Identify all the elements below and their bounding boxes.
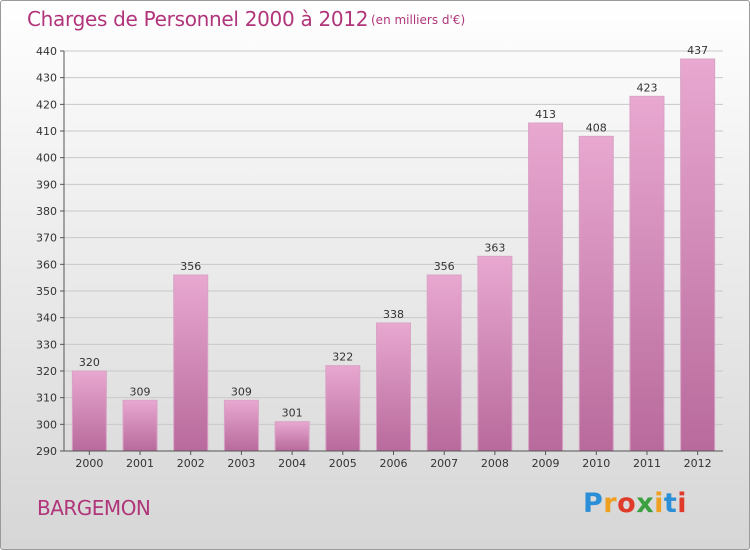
bar	[680, 58, 716, 452]
y-tick-label: 300	[36, 418, 57, 431]
bar	[274, 421, 310, 452]
x-tick-label: 2012	[684, 457, 712, 470]
y-tick-label: 320	[36, 365, 57, 378]
y-tick-label: 310	[36, 392, 57, 405]
data-label: 356	[434, 260, 455, 273]
x-tick-label: 2011	[633, 457, 661, 470]
data-label: 437	[687, 44, 708, 57]
x-tick-label: 2003	[227, 457, 255, 470]
y-tick-label: 360	[36, 258, 57, 271]
logo-letter: i	[654, 488, 664, 519]
bar	[426, 274, 462, 452]
bar	[629, 95, 665, 452]
data-label: 309	[231, 385, 252, 398]
bars	[71, 58, 716, 452]
x-tick-label: 2000	[75, 457, 103, 470]
data-label: 320	[79, 356, 100, 369]
data-label: 408	[586, 121, 607, 134]
bar	[122, 399, 158, 452]
logo-letter: x	[636, 488, 655, 519]
chart-title: Charges de Personnel 2000 à 2012	[27, 7, 369, 31]
commune-name: BARGEMON	[37, 496, 151, 520]
data-label: 338	[383, 308, 404, 321]
bar	[528, 122, 564, 452]
logo-letter: i	[677, 488, 688, 519]
y-tick-label: 390	[36, 178, 57, 191]
x-tick-label: 2004	[278, 457, 306, 470]
y-tick-label: 370	[36, 232, 57, 245]
y-tick-label: 410	[36, 125, 57, 138]
bar	[71, 370, 107, 452]
bar	[477, 255, 513, 452]
data-labels: 320 309 356 309 301 322 338 356 363 413 408 423 437	[79, 44, 708, 420]
x-tick-label: 2005	[329, 457, 357, 470]
logo-letter: t	[663, 488, 678, 519]
data-label: 322	[332, 351, 353, 364]
x-tick-label: 2001	[126, 457, 154, 470]
y-tick-label: 290	[36, 445, 57, 458]
data-label: 356	[180, 260, 201, 273]
y-tick-label: 400	[36, 152, 57, 165]
y-tick-label: 330	[36, 338, 57, 351]
bar	[376, 322, 411, 452]
bar	[223, 399, 259, 452]
y-tick-label: 380	[36, 205, 57, 218]
logo-letter: P	[583, 488, 604, 519]
bar	[173, 274, 209, 452]
data-label: 301	[282, 407, 303, 420]
proxiti-logo: Proxiti	[583, 488, 687, 519]
data-label: 309	[130, 385, 151, 398]
x-tick-label: 2009	[532, 457, 560, 470]
y-tick-label: 440	[36, 45, 57, 58]
x-tick-label: 2007	[430, 457, 458, 470]
axes: 290 300 310 320 330 340 350 360 370 380 390 400 410 4…	[36, 45, 723, 470]
bar	[578, 135, 614, 452]
logo-letter: o	[617, 488, 637, 519]
x-tick-label: 2008	[481, 457, 509, 470]
y-tick-label: 430	[36, 72, 57, 85]
y-tick-label: 350	[36, 285, 57, 298]
chart-subtitle: (en milliers d'€)	[371, 13, 466, 27]
x-tick-label: 2010	[582, 457, 610, 470]
data-label: 363	[484, 241, 505, 254]
y-tick-label: 340	[36, 312, 57, 325]
data-label: 413	[535, 108, 556, 121]
bar	[325, 365, 361, 452]
x-tick-label: 2002	[177, 457, 205, 470]
y-tick-label: 420	[36, 98, 57, 111]
data-label: 423	[636, 81, 657, 94]
logo-letter: r	[603, 488, 618, 519]
x-tick-label: 2006	[380, 457, 408, 470]
